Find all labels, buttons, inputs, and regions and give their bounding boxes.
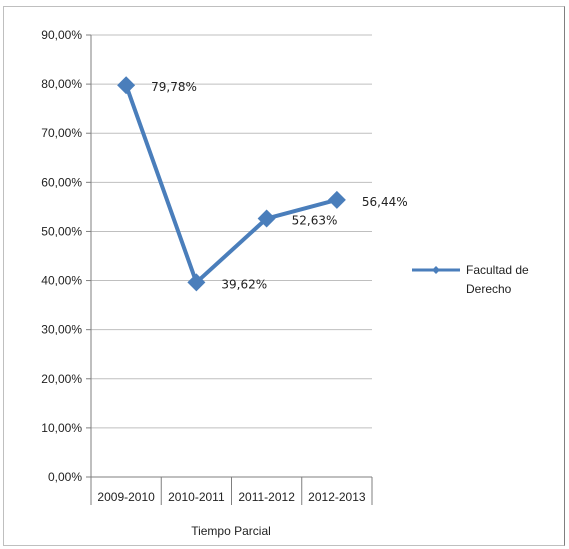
data-point-marker [187, 273, 206, 292]
x-tick-label: 2011-2012 [238, 490, 295, 504]
data-point-marker [257, 209, 276, 228]
y-tick-label: 50,00% [41, 224, 82, 238]
series-line-facultad-de-derecho [124, 84, 338, 285]
x-axis-title: Tiempo Parcial [191, 524, 271, 538]
y-tick-label: 10,00% [41, 421, 82, 435]
y-tick-label: 60,00% [41, 175, 82, 189]
y-tick-label: 30,00% [41, 323, 82, 337]
legend: Facultad de Derecho [412, 263, 529, 296]
series [117, 76, 346, 292]
x-tick-label: 2009-2010 [97, 490, 155, 504]
y-tick-label: 90,00% [41, 28, 82, 42]
gridlines [91, 34, 372, 429]
x-tick-label: 2010-2011 [168, 490, 225, 504]
x-tick-labels: 2009-2010 2010-2011 2011-2012 2012-2013 [97, 490, 365, 504]
chart-frame [3, 6, 565, 546]
data-point-marker [117, 76, 136, 95]
data-label: 39,62% [221, 277, 267, 291]
axes [86, 34, 373, 505]
y-tick-label: 40,00% [41, 274, 82, 288]
legend-label-line-2: Derecho [466, 282, 512, 296]
x-tick-label: 2012-2013 [308, 490, 366, 504]
y-tick-label: 70,00% [41, 126, 82, 140]
y-tick-label: 80,00% [41, 77, 82, 91]
legend-marker [432, 266, 440, 274]
data-label: 56,44% [362, 195, 408, 209]
legend-label-line-1: Facultad de [466, 263, 529, 277]
data-point-marker [327, 190, 346, 209]
y-tick-labels: 0,00% 10,00% 20,00% 30,00% 40,00% 50,00% 60,00… [41, 28, 82, 484]
data-label: 79,78% [151, 80, 197, 94]
data-labels: 79,78% 39,62% 52,63% 56,44% [151, 80, 408, 291]
y-tick-label: 20,00% [41, 372, 82, 386]
data-label: 52,63% [292, 214, 338, 228]
y-tick-label: 0,00% [48, 470, 82, 484]
